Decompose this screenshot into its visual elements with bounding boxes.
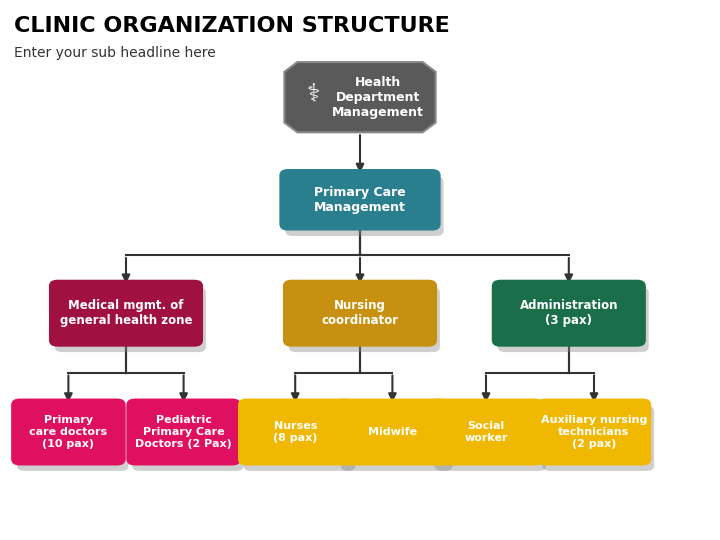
Text: Nursing
coordinator: Nursing coordinator (321, 299, 399, 327)
FancyBboxPatch shape (285, 177, 444, 236)
FancyBboxPatch shape (127, 399, 240, 465)
FancyBboxPatch shape (132, 406, 243, 471)
Text: Medical mgmt. of
general health zone: Medical mgmt. of general health zone (60, 299, 192, 327)
FancyBboxPatch shape (11, 399, 125, 465)
Text: Administration
(3 pax): Administration (3 pax) (520, 299, 618, 327)
FancyBboxPatch shape (492, 280, 646, 347)
FancyBboxPatch shape (543, 406, 654, 471)
FancyBboxPatch shape (55, 287, 206, 352)
FancyBboxPatch shape (498, 287, 649, 352)
Text: Primary
care doctors
(10 pax): Primary care doctors (10 pax) (30, 415, 107, 449)
Text: Social
worker: Social worker (464, 421, 508, 443)
FancyBboxPatch shape (435, 406, 546, 471)
Text: Enter your sub headline here: Enter your sub headline here (14, 46, 216, 60)
Polygon shape (284, 62, 436, 132)
FancyBboxPatch shape (243, 406, 355, 471)
FancyBboxPatch shape (238, 399, 352, 465)
Text: CLINIC ORGANIZATION STRUCTURE: CLINIC ORGANIZATION STRUCTURE (14, 16, 450, 36)
Text: Midwife: Midwife (368, 427, 417, 437)
FancyBboxPatch shape (341, 406, 453, 471)
FancyBboxPatch shape (17, 406, 128, 471)
Text: Nurses
(8 pax): Nurses (8 pax) (273, 421, 318, 443)
FancyBboxPatch shape (537, 399, 652, 465)
Text: Primary Care
Management: Primary Care Management (314, 186, 406, 214)
FancyBboxPatch shape (289, 287, 440, 352)
FancyBboxPatch shape (279, 169, 441, 231)
Text: Pediatric
Primary Care
Doctors (2 Pax): Pediatric Primary Care Doctors (2 Pax) (135, 415, 232, 449)
Text: ⚕: ⚕ (307, 83, 320, 106)
FancyBboxPatch shape (429, 399, 544, 465)
Text: Health
Department
Management: Health Department Management (332, 76, 424, 119)
FancyBboxPatch shape (283, 280, 437, 347)
FancyBboxPatch shape (49, 280, 203, 347)
FancyBboxPatch shape (336, 399, 449, 465)
Text: Auxiliary nursing
technicians
(2 pax): Auxiliary nursing technicians (2 pax) (541, 415, 647, 449)
